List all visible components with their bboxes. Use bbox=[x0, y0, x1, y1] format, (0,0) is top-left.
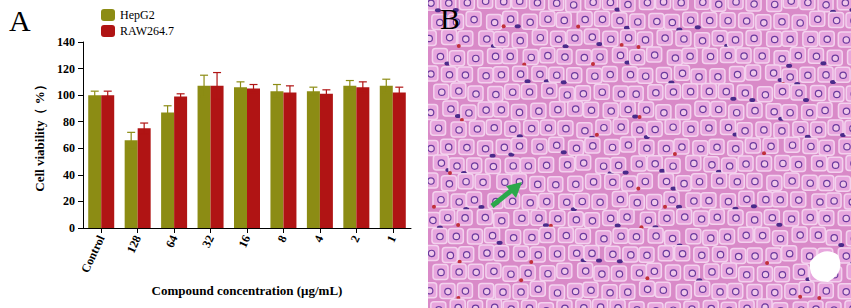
svg-text:40: 40 bbox=[63, 168, 75, 182]
svg-text:0: 0 bbox=[69, 221, 75, 235]
svg-text:Cell viability（ %）: Cell viability（ %） bbox=[32, 78, 47, 191]
svg-text:20: 20 bbox=[63, 194, 75, 208]
svg-text:Control: Control bbox=[78, 232, 108, 275]
svg-text:100: 100 bbox=[57, 88, 75, 102]
svg-text:A: A bbox=[9, 4, 31, 37]
svg-text:32: 32 bbox=[199, 233, 217, 250]
svg-text:16: 16 bbox=[236, 233, 254, 250]
svg-text:8: 8 bbox=[275, 233, 290, 244]
svg-text:80: 80 bbox=[63, 115, 75, 129]
html-text:B: B bbox=[440, 2, 460, 35]
svg-text:RAW264.7: RAW264.7 bbox=[120, 24, 174, 38]
svg-text:140: 140 bbox=[57, 35, 75, 49]
svg-text:Compound concentration (μg/mL): Compound concentration (μg/mL) bbox=[152, 283, 343, 298]
svg-text:128: 128 bbox=[124, 233, 144, 255]
svg-text:60: 60 bbox=[63, 141, 75, 155]
svg-text:64: 64 bbox=[163, 233, 181, 250]
svg-text:2: 2 bbox=[347, 233, 362, 244]
svg-text:4: 4 bbox=[311, 233, 326, 244]
svg-text:HepG2: HepG2 bbox=[120, 8, 155, 22]
svg-text:1: 1 bbox=[384, 233, 399, 244]
svg-text:120: 120 bbox=[57, 62, 75, 76]
